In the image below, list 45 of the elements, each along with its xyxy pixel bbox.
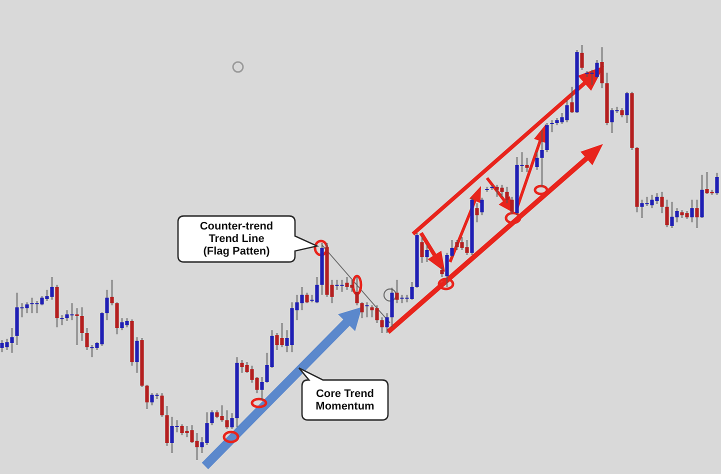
candlestick xyxy=(110,279,114,306)
candlestick xyxy=(225,410,229,430)
candlestick xyxy=(660,191,664,214)
candlestick xyxy=(210,410,214,426)
candlestick xyxy=(360,302,364,319)
candlestick xyxy=(365,302,369,318)
candlestick xyxy=(135,336,139,374)
candlestick xyxy=(260,376,264,400)
candlestick xyxy=(550,120,554,133)
candlestick xyxy=(425,244,429,263)
candlestick xyxy=(510,196,514,214)
candlestick xyxy=(145,384,149,410)
candlestick xyxy=(230,412,234,430)
candlestick xyxy=(540,130,544,188)
candlestick xyxy=(690,199,694,223)
candlestick xyxy=(715,172,719,196)
candlestick xyxy=(420,236,424,264)
candlestick xyxy=(480,197,484,216)
candlestick xyxy=(85,328,89,351)
candlestick xyxy=(670,201,674,229)
candlestick xyxy=(160,392,164,418)
candlestick xyxy=(380,316,384,334)
candlestick xyxy=(675,208,679,223)
candlestick xyxy=(80,306,84,342)
candlestick xyxy=(695,199,699,229)
candlestick xyxy=(355,276,359,306)
candlestick xyxy=(505,186,509,204)
candlestick xyxy=(625,91,629,124)
candlestick xyxy=(105,289,109,321)
candlestick xyxy=(60,314,64,326)
annotation: Counter-trend Trend Line (Flag Patten) xyxy=(200,220,274,258)
candlestick xyxy=(305,292,309,304)
candlestick xyxy=(620,108,624,118)
candlestick xyxy=(440,266,444,278)
candlestick xyxy=(525,157,529,172)
candlestick xyxy=(580,44,584,70)
candlestick xyxy=(385,312,389,334)
candlestick xyxy=(395,279,399,304)
candlestick xyxy=(570,86,574,114)
candlestick xyxy=(75,308,79,346)
candlestick xyxy=(475,202,479,223)
annotation: Core Trend Momentum xyxy=(316,388,375,412)
candlestick xyxy=(600,46,604,89)
candlestick xyxy=(665,199,669,228)
candlestick xyxy=(535,152,539,170)
